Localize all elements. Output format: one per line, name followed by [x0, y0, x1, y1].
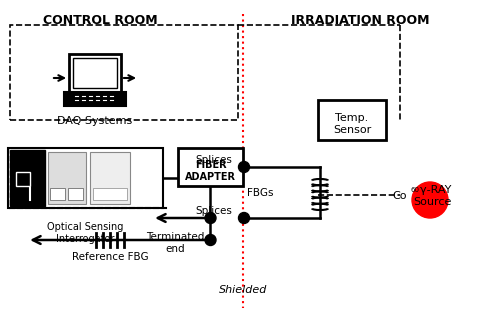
Bar	[10, 25, 238, 120]
Circle shape	[239, 162, 249, 173]
Bar	[8, 148, 163, 208]
Bar	[318, 100, 386, 140]
Bar	[73, 58, 117, 88]
Text: FIBER
ADAPTER: FIBER ADAPTER	[185, 160, 236, 182]
Text: DAQ Systems: DAQ Systems	[57, 116, 133, 126]
Text: Splices: Splices	[195, 155, 232, 165]
Circle shape	[239, 212, 249, 223]
Bar	[68, 188, 83, 200]
Bar	[90, 152, 130, 204]
Bar	[178, 148, 243, 186]
Bar	[64, 92, 126, 106]
Text: CONTROL ROOM: CONTROL ROOM	[43, 14, 157, 27]
Text: Splices: Splices	[195, 206, 232, 216]
Bar	[93, 188, 127, 200]
Text: γ-RAY
Source: γ-RAY Source	[413, 185, 451, 207]
Text: Shielded: Shielded	[219, 285, 267, 295]
Text: Temp.
Sensor: Temp. Sensor	[333, 113, 371, 135]
Text: Reference FBG: Reference FBG	[72, 252, 148, 262]
Text: Terminated
end: Terminated end	[146, 232, 204, 254]
Circle shape	[205, 212, 216, 223]
Text: 60: 60	[411, 187, 420, 193]
Circle shape	[412, 182, 448, 218]
Bar	[10, 150, 45, 206]
Bar	[69, 54, 121, 92]
Circle shape	[205, 235, 216, 246]
Bar	[16, 172, 30, 186]
Bar	[50, 188, 65, 200]
Text: Co: Co	[392, 191, 407, 201]
Text: FBGs: FBGs	[247, 188, 273, 197]
Bar	[48, 152, 86, 204]
Text: Optical Sensing
Interrogator: Optical Sensing Interrogator	[47, 222, 124, 244]
Text: IRRADIATION ROOM: IRRADIATION ROOM	[291, 14, 429, 27]
